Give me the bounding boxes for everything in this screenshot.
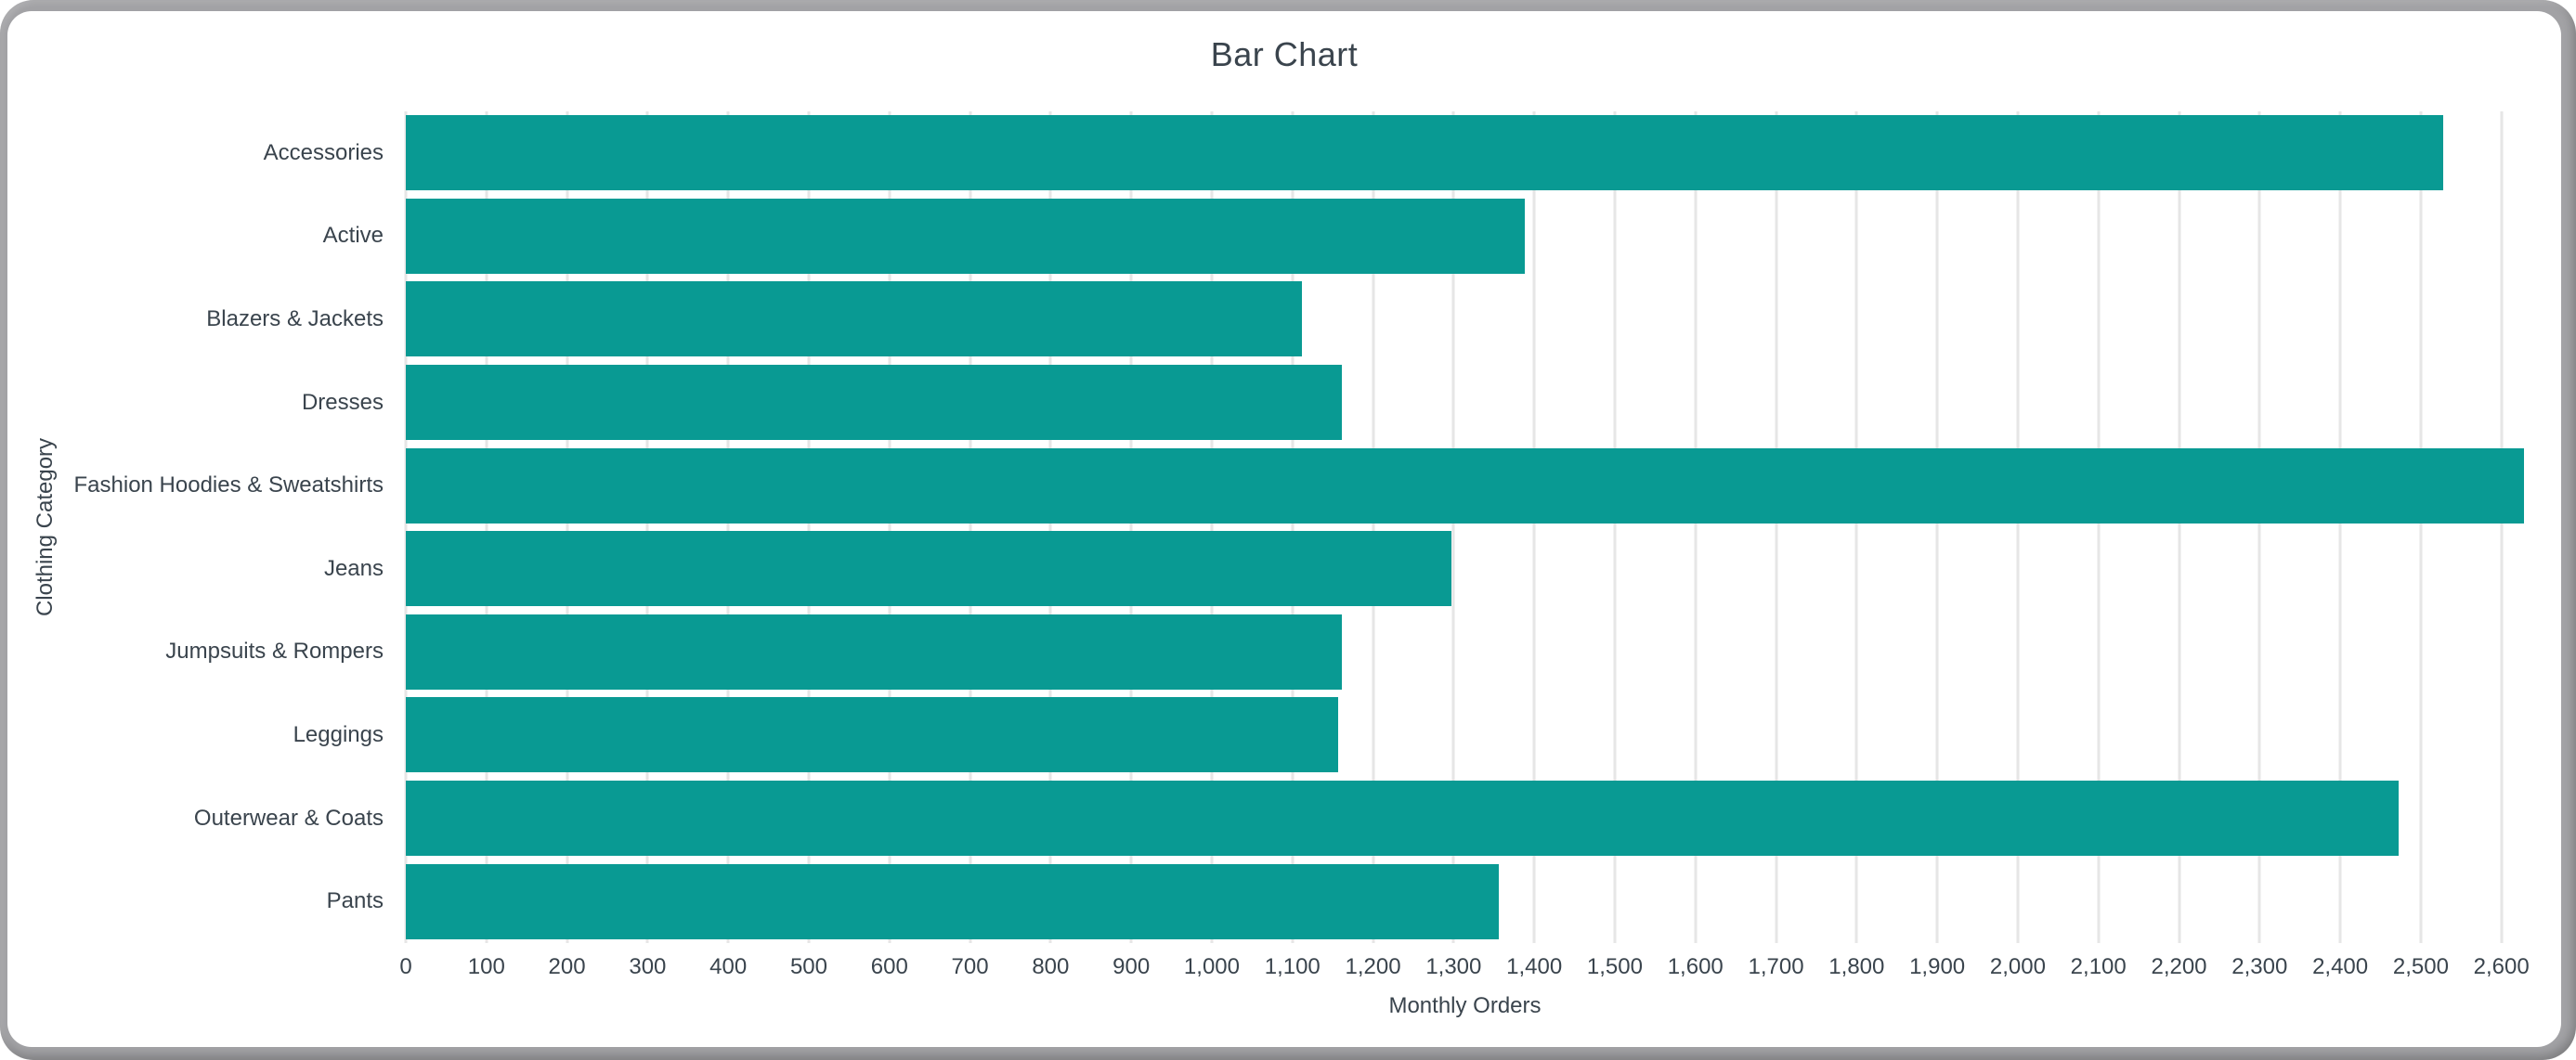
category-label-accessories: Accessories (263, 139, 384, 165)
bar-row (406, 860, 2524, 943)
x-tick-label: 1,600 (1667, 954, 1724, 979)
bar-row (406, 278, 2524, 361)
gridline (1775, 111, 1778, 943)
gridline (2338, 111, 2342, 943)
x-tick-label: 1,700 (1748, 954, 1804, 979)
x-tick-label: 1,900 (1909, 954, 1966, 979)
x-tick-label: 1,200 (1345, 954, 1401, 979)
x-tick-label: 600 (870, 954, 908, 979)
bar-leggings[interactable] (406, 697, 1339, 773)
x-axis-title: Monthly Orders (1388, 993, 1542, 1018)
bar-row (406, 611, 2524, 694)
plot-area (404, 111, 2524, 943)
bar-row (406, 693, 2524, 777)
bar-row (406, 195, 2524, 278)
category-label-pants: Pants (326, 888, 384, 914)
bar-fashion-hoodies-sweatshirts[interactable] (406, 447, 2524, 524)
bar-row (406, 111, 2524, 195)
gridline (1372, 111, 1375, 943)
gridline (726, 111, 730, 943)
chart-canvas: Bar Chart Clothing Category Accessories A… (7, 11, 2561, 1047)
bar-blazers-jackets[interactable] (406, 281, 1303, 357)
x-tick-label: 400 (709, 954, 748, 979)
category-label-leggings: Leggings (293, 721, 384, 747)
gridline (1129, 111, 1133, 943)
x-axis-ticks: 0 100 200 300 400 500 600 700 800 900 1,000 1,100 1,… (399, 954, 2529, 984)
bar-row (406, 444, 2524, 527)
x-tick-label: 2,200 (2151, 954, 2207, 979)
x-tick-label: 2,500 (2392, 954, 2449, 979)
category-label-dresses: Dresses (301, 389, 384, 415)
x-tick-label: 1,000 (1183, 954, 1240, 979)
bar-accessories[interactable] (406, 115, 2444, 191)
bar-pants[interactable] (406, 863, 1499, 939)
gridline (1048, 111, 1052, 943)
x-tick-label: 200 (548, 954, 586, 979)
x-tick-label: 1,300 (1425, 954, 1482, 979)
category-labels: Accessories Active Blazers & Jackets Dresse… (7, 111, 395, 943)
gridline (807, 111, 811, 943)
category-label-blazers-jackets: Blazers & Jackets (206, 305, 384, 331)
x-tick-label: 0 (399, 954, 412, 979)
x-tick-label: 1,100 (1264, 954, 1321, 979)
grid-layer (404, 111, 2524, 943)
gridline (566, 111, 569, 943)
x-tick-label: 2,100 (2070, 954, 2127, 979)
gridline (2097, 111, 2101, 943)
gridline (1532, 111, 1536, 943)
bar-active[interactable] (406, 198, 1525, 274)
category-label-fashion-hoodies-sweatshirts: Fashion Hoodies & Sweatshirts (73, 472, 384, 498)
category-label-active: Active (322, 223, 384, 249)
gridline (2419, 111, 2423, 943)
gridline (404, 111, 408, 943)
x-tick-label: 2,400 (2312, 954, 2369, 979)
gridline (485, 111, 488, 943)
chart-title: Bar Chart (1210, 35, 1359, 73)
bar-row (406, 361, 2524, 445)
bar-outerwear-coats[interactable] (406, 781, 2399, 857)
gridline (2178, 111, 2180, 943)
gridline (2500, 111, 2504, 943)
gridline (1694, 111, 1698, 943)
gridline (1291, 111, 1295, 943)
bar-row (406, 527, 2524, 611)
bar-dresses[interactable] (406, 365, 1342, 441)
category-label-jumpsuits-rompers: Jumpsuits & Rompers (165, 639, 384, 665)
x-tick-label: 1,500 (1586, 954, 1643, 979)
gridline (2016, 111, 2020, 943)
category-label-outerwear-coats: Outerwear & Coats (193, 805, 384, 831)
x-tick-label: 700 (951, 954, 989, 979)
gridline (2257, 111, 2261, 943)
x-tick-label: 800 (1032, 954, 1070, 979)
x-tick-label: 500 (789, 954, 827, 979)
gridline (1613, 111, 1617, 943)
x-tick-label: 1,400 (1506, 954, 1563, 979)
category-label-jeans: Jeans (323, 555, 384, 581)
x-tick-label: 100 (467, 954, 505, 979)
x-tick-label: 2,300 (2231, 954, 2288, 979)
gridline (1451, 111, 1455, 943)
gridline (969, 111, 972, 943)
gridline (1854, 111, 1858, 943)
gridline (888, 111, 891, 943)
x-tick-label: 2,600 (2473, 954, 2530, 979)
bar-row (406, 777, 2524, 860)
x-tick-label: 1,800 (1828, 954, 1885, 979)
x-tick-label: 2,000 (1989, 954, 2046, 979)
gridline (1210, 111, 1214, 943)
gridline (645, 111, 649, 943)
x-tick-label: 900 (1112, 954, 1151, 979)
x-tick-label: 300 (629, 954, 667, 979)
rows-layer (406, 111, 2524, 943)
bar-jumpsuits-rompers[interactable] (406, 614, 1342, 690)
gridline (1935, 111, 1939, 943)
bar-jeans[interactable] (406, 531, 1451, 607)
